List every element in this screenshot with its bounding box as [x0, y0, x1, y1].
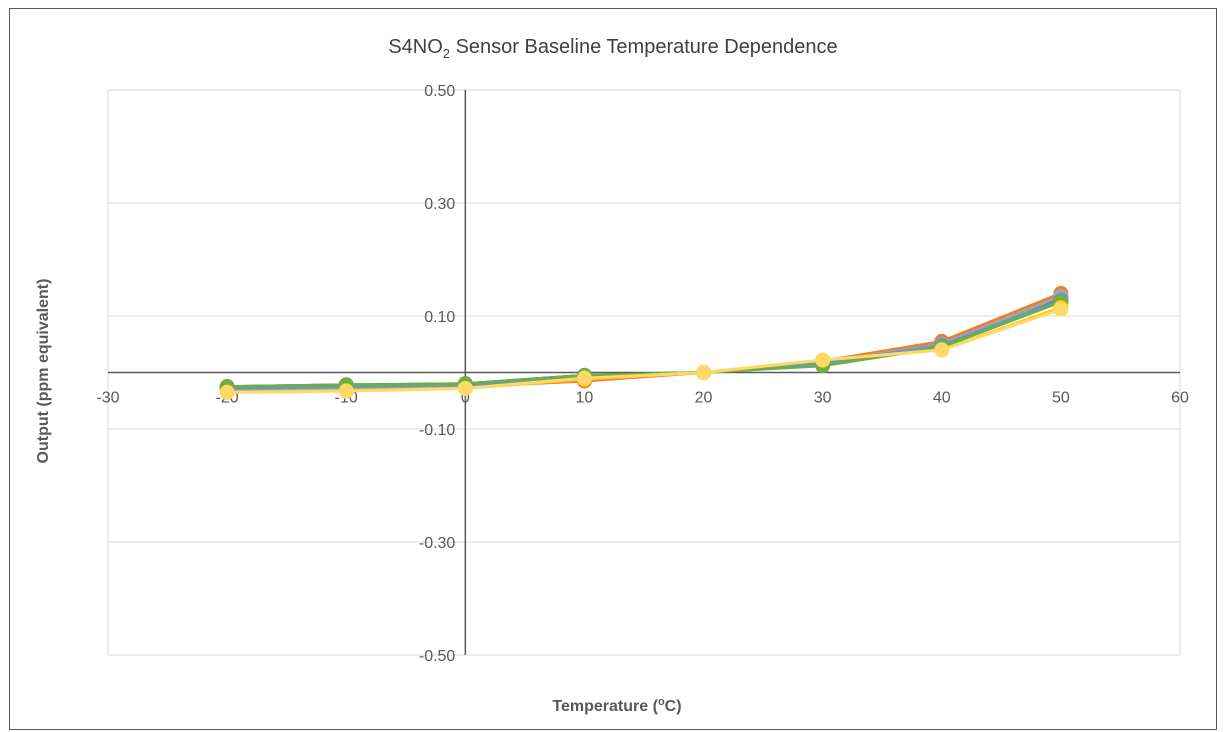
series-6-point-0 — [219, 384, 235, 400]
y-tick-label-5: 0.50 — [424, 83, 455, 100]
y-tick-label-2: -0.10 — [419, 422, 456, 439]
x-tick-label-8: 50 — [1052, 390, 1070, 407]
series-6-point-1 — [338, 383, 354, 399]
y-tick-label-1: -0.30 — [419, 535, 456, 552]
x-axis-title: Temperature (oC) — [552, 696, 681, 715]
series-6-point-7 — [1053, 301, 1069, 317]
x-tick-label-3: 0 — [461, 390, 470, 407]
series-6-point-6 — [934, 342, 950, 358]
series-6-point-5 — [815, 352, 831, 368]
x-tick-label-6: 30 — [814, 390, 832, 407]
x-tick-label-4: 10 — [576, 390, 594, 407]
x-tick-label-9: 60 — [1171, 390, 1189, 407]
series-6-line — [227, 307, 1062, 394]
x-tick-label-7: 40 — [933, 390, 951, 407]
x-tick-label-5: 20 — [695, 390, 713, 407]
y-tick-label-4: 0.30 — [424, 196, 455, 213]
y-tick-labels: -0.50 -0.30 -0.10 0.10 0.30 0.50 — [419, 83, 456, 665]
y-tick-label-3: 0.10 — [424, 309, 455, 326]
series-6-point-3 — [576, 370, 592, 386]
series-6-point-2 — [457, 380, 473, 396]
data-series — [219, 285, 1069, 400]
chart-title: S4NO2 Sensor Baseline Temperature Depend… — [388, 36, 838, 61]
y-axis-title: Output (ppm equivalent) — [35, 279, 52, 464]
y-tick-label-0: -0.50 — [419, 648, 456, 665]
chart-frame — [9, 8, 1217, 730]
series-6-point-4 — [696, 365, 712, 380]
x-tick-label-0: -30 — [96, 390, 119, 407]
gridlines — [107, 89, 1181, 656]
